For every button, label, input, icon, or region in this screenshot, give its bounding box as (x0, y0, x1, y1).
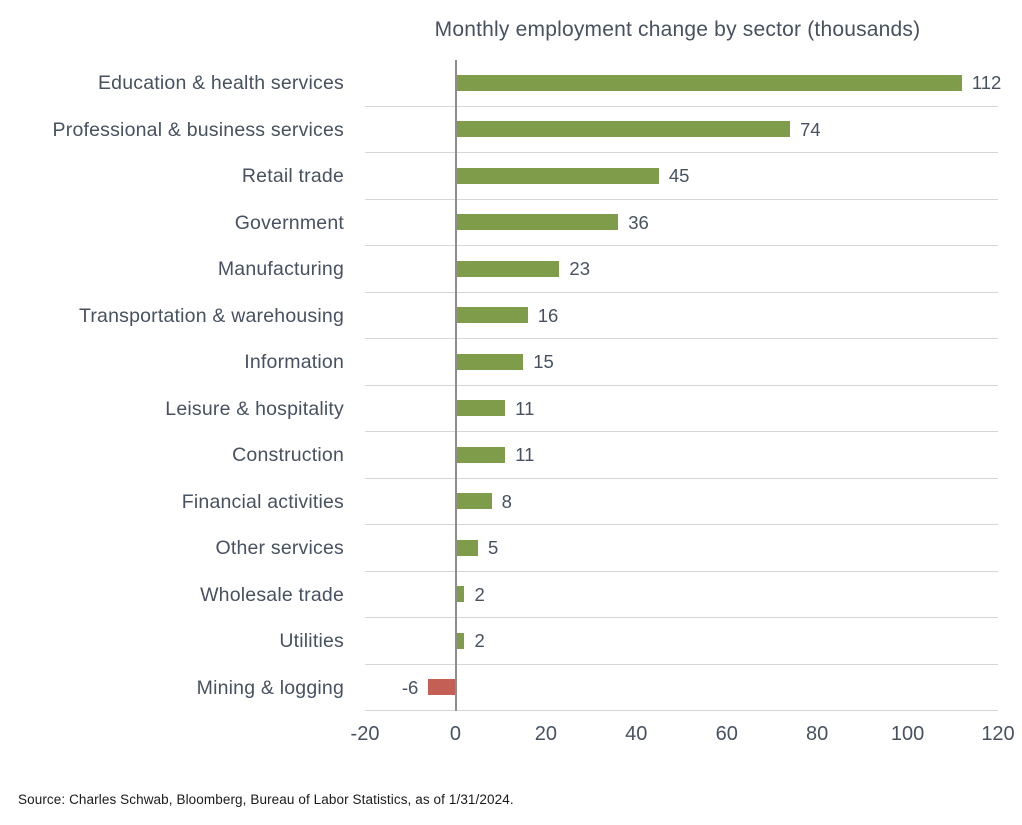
value-label: 74 (800, 118, 821, 140)
value-label: 2 (474, 583, 485, 605)
chart-rows: Education & health services 112 Profession… (0, 60, 1022, 711)
x-tick-label: -20 (350, 723, 380, 745)
source-note: Source: Charles Schwab, Bloomberg, Burea… (18, 792, 514, 807)
plot-cell: 23 (365, 246, 998, 293)
category-label: Transportation & warehousing (78, 304, 344, 327)
plot-cell: 5 (365, 525, 998, 572)
x-tick-label: 20 (534, 723, 557, 745)
value-label: 11 (515, 444, 535, 465)
plot-cell: 11 (365, 432, 998, 479)
bar (455, 632, 465, 649)
plot-cell: 8 (365, 479, 998, 525)
chart-row: Transportation & warehousing 16 (0, 293, 1022, 339)
chart-title: Monthly employment change by sector (tho… (434, 18, 921, 41)
category-label: Construction (232, 444, 344, 466)
chart-row: Retail trade 45 (0, 153, 1022, 200)
value-label: 112 (971, 72, 1002, 93)
chart-row: Mining & logging -6 (0, 665, 1022, 711)
value-label: 36 (628, 211, 649, 233)
value-label: 11 (515, 397, 535, 419)
bar (455, 167, 659, 184)
bar (455, 307, 528, 324)
chart-row: Utilities 2 (0, 618, 1022, 665)
bar (455, 260, 560, 277)
plot-cell: -6 (365, 665, 998, 711)
category-label: Information (244, 351, 344, 373)
value-label: 2 (474, 630, 485, 651)
plot-cell: 112 (365, 60, 1001, 107)
bar (455, 353, 524, 370)
x-axis: -20 0 20 40 60 80 100 120 (351, 711, 1015, 757)
x-tick-label: 120 (981, 723, 1015, 745)
value-label: -6 (401, 676, 419, 698)
x-tick-label: 80 (806, 723, 829, 745)
bar (455, 493, 492, 510)
chart-row: Information 15 (0, 339, 1022, 386)
chart-row: Financial activities 8 (0, 479, 1022, 525)
bar (455, 539, 479, 556)
value-label: 5 (488, 537, 499, 558)
bar (455, 446, 506, 463)
bar (455, 400, 506, 417)
category-label: Mining & logging (196, 676, 344, 699)
plot-cell: 2 (365, 572, 998, 618)
plot-cell: 36 (365, 200, 998, 246)
chart-row: Education & health services 112 (0, 60, 1022, 107)
value-label: 45 (668, 165, 690, 186)
category-label: Other services (215, 537, 344, 559)
plot-cell: 45 (365, 153, 998, 200)
chart-row: Professional & business services 74 (0, 107, 1022, 153)
category-label: Financial activities (181, 490, 344, 513)
value-label: 23 (569, 258, 590, 279)
bar (428, 679, 456, 696)
category-label: Utilities (279, 630, 344, 652)
chart-row: Other services 5 (0, 525, 1022, 572)
value-label: 16 (537, 304, 559, 326)
bar (455, 74, 962, 91)
chart-row: Wholesale trade 2 (0, 572, 1022, 618)
bar (455, 586, 465, 603)
category-label: Manufacturing (217, 258, 344, 280)
x-tick-label: 100 (890, 723, 925, 745)
x-tick-label: 40 (625, 723, 648, 745)
x-tick-label: 0 (449, 723, 461, 745)
category-label: Education & health services (97, 72, 344, 94)
zero-baseline (455, 60, 457, 711)
bar (455, 121, 790, 138)
plot-cell: 11 (365, 386, 998, 432)
chart-row: Manufacturing 23 (0, 246, 1022, 293)
bar (455, 214, 619, 231)
plot-cell: 16 (365, 293, 998, 339)
plot-cell: 2 (365, 618, 998, 665)
chart-row: Construction 11 (0, 432, 1022, 479)
category-label: Professional & business services (52, 118, 344, 141)
x-tick-label: 60 (715, 723, 738, 745)
plot-cell: 15 (365, 339, 998, 386)
category-label: Retail trade (241, 165, 344, 187)
category-label: Government (234, 211, 344, 234)
value-label: 15 (533, 351, 554, 372)
category-label: Wholesale trade (200, 583, 344, 606)
value-label: 8 (501, 490, 512, 512)
chart-row: Government 36 (0, 200, 1022, 246)
plot-cell: 74 (365, 107, 998, 153)
chart-row: Leisure & hospitality 11 (0, 386, 1022, 432)
category-label: Leisure & hospitality (165, 397, 344, 420)
